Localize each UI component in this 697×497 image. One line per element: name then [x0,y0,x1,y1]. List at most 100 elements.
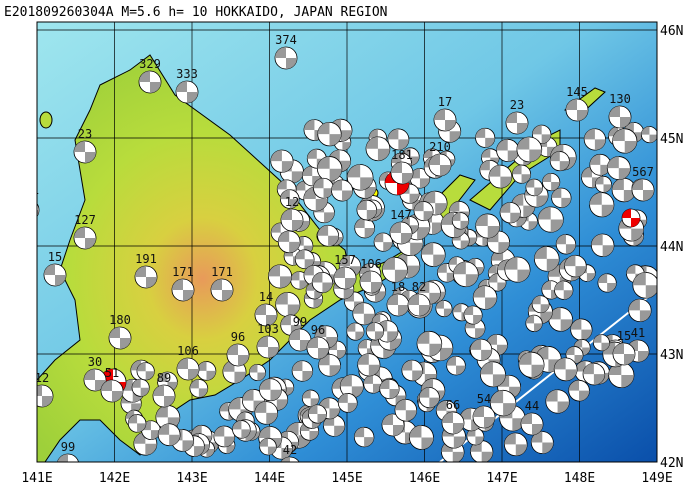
ball-quadrant [550,151,570,171]
beachball [589,192,615,218]
ball-quadrant [300,421,319,441]
beachball [475,127,496,148]
beachball [346,322,365,341]
ball-quadrant [303,186,328,211]
ball-quadrant [538,206,564,233]
event-label: 329 [139,57,161,71]
ball-quadrant [255,304,277,326]
beachball [503,432,528,457]
lat-label: 46N [660,24,683,39]
beachball [73,140,97,164]
ball-quadrant [556,234,576,255]
map-title: E201809260304A M=5.6 h= 10 HOKKAIDO, JAP… [4,5,388,20]
beachball [317,156,343,182]
ball-quadrant [128,414,146,433]
ball-quadrant [473,406,495,428]
ball-quadrant [597,273,617,293]
ball-quadrant [328,149,351,172]
beachball [531,295,550,314]
beachball [270,149,294,173]
ball-quadrant [516,137,542,162]
event-label: 127 [74,213,96,227]
lon-label: 142E [99,471,130,486]
ball-quadrant [417,331,442,357]
ball-quadrant [358,339,376,358]
ball-quadrant [421,242,446,267]
event-label: 157 [334,253,356,267]
beachball [267,264,293,289]
beachball [301,389,320,408]
event-label: 54 [477,392,491,406]
beachball [390,161,414,185]
ball-quadrant [222,360,246,384]
event-label: 30 [88,355,102,369]
beachball [37,203,40,217]
ball-quadrant [285,422,312,449]
beachball [363,374,383,394]
ball-quadrant [254,401,278,425]
ball-quadrant [340,374,364,398]
beachball [568,379,590,402]
event-label: 147 [390,208,412,222]
beachball [469,338,493,361]
ball-quadrant [312,272,333,293]
beachball [407,293,431,317]
lon-label: 147E [486,471,517,486]
ball-quadrant [551,188,572,208]
beachball [274,46,298,70]
map-frame [36,21,658,463]
ball-quadrant [292,360,313,382]
beachball [353,426,375,448]
beachball [254,303,278,327]
ball-quadrant [446,356,466,376]
ball-quadrant [613,343,635,365]
ball-quadrant [101,380,123,402]
ball-quadrant [401,360,423,381]
beachball [317,224,340,247]
beachball [356,199,378,221]
event-label: 99 [61,440,75,454]
ball-quadrant [177,358,199,380]
beachball [525,314,543,332]
ball-quadrant [525,179,543,196]
beachball [551,187,572,208]
ball-quadrant [374,232,393,252]
beachball [134,265,158,289]
event-label: 106 [360,257,382,271]
ball-quadrant [564,255,587,277]
beachball [131,378,150,397]
event-label: 145 [566,85,588,99]
ball-quadrant [347,164,374,191]
beachball [333,266,357,290]
lat-label: 43N [660,348,683,363]
event-label: 66 [446,398,460,412]
beachball [259,437,277,456]
beachball [381,413,405,437]
beachball [127,414,147,433]
ball-quadrant [554,357,578,381]
ball-quadrant [360,271,382,293]
beachball [555,234,577,255]
ball-quadrant [280,457,290,462]
beachball [275,292,301,318]
ball-quadrant [584,128,606,151]
beachball [294,249,315,270]
beachball [256,335,280,359]
beachball [138,70,162,94]
ball-quadrant [139,71,161,93]
ball-quadrant [434,109,456,131]
ball-quadrant [268,264,292,289]
beachball [593,334,610,352]
ball-quadrant [488,165,512,189]
beachball [496,138,520,163]
beachball [548,307,573,332]
beachball [387,128,410,151]
beachball [43,263,67,287]
beachball [472,285,498,310]
beachball [606,156,631,181]
beachball [311,271,334,294]
ball-quadrant [574,339,591,356]
beachball [504,256,531,283]
ball-quadrant [109,327,131,349]
